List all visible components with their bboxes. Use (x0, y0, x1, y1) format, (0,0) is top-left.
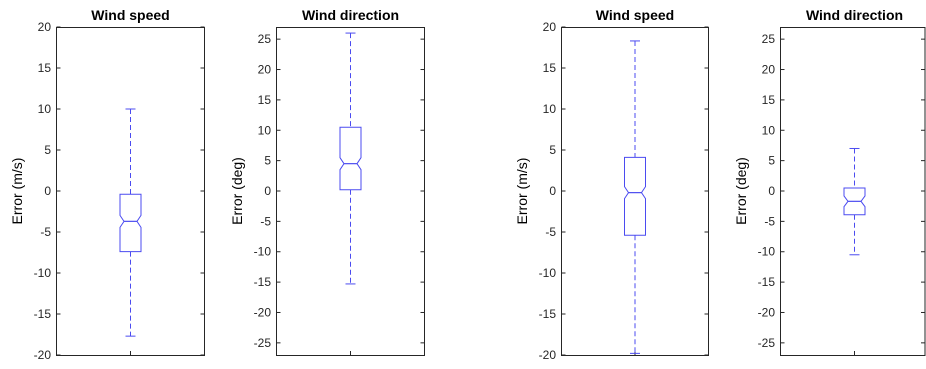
box-iqr (119, 193, 142, 253)
y-tick-label: 5 (549, 143, 556, 157)
box-iqr (624, 156, 646, 236)
chart-title: Wind direction (302, 7, 399, 23)
y-tick-label: -15 (758, 275, 776, 289)
y-tick-label: -15 (539, 307, 557, 321)
y-tick-label: 0 (549, 184, 556, 198)
y-tick-label: 20 (258, 63, 272, 77)
y-tick-label: 10 (258, 123, 272, 137)
y-axis-label: Error (deg) (229, 157, 245, 225)
y-tick-label: -10 (758, 245, 776, 259)
y-tick-label: -20 (758, 305, 776, 319)
box-iqr (843, 187, 866, 216)
chart-title: Wind speed (91, 7, 169, 23)
y-tick-label: 5 (768, 154, 775, 168)
y-tick-label: -20 (254, 305, 272, 319)
box-iqr (339, 126, 362, 191)
y-tick-label: -10 (539, 266, 557, 280)
y-tick-label: -20 (539, 348, 557, 362)
y-tick-label: -15 (254, 275, 272, 289)
y-tick-label: 0 (768, 184, 775, 198)
y-axis-label: Error (m/s) (514, 158, 530, 225)
y-tick-label: 0 (264, 184, 271, 198)
y-tick-label: -10 (254, 245, 272, 259)
y-tick-label: 15 (38, 61, 52, 75)
y-axis-label: Error (m/s) (9, 158, 25, 225)
y-tick-label: 25 (258, 32, 272, 46)
y-tick-label: 5 (44, 143, 51, 157)
y-tick-label: -25 (254, 336, 272, 350)
axes-frame (780, 27, 926, 356)
y-tick-label: -5 (764, 214, 775, 228)
y-tick-label: -15 (34, 307, 52, 321)
y-tick-label: -10 (34, 266, 52, 280)
y-tick-label: 0 (44, 184, 51, 198)
y-tick-label: 10 (543, 102, 557, 116)
y-tick-label: 10 (762, 123, 776, 137)
y-tick-label: 5 (264, 154, 271, 168)
chart-title: Wind speed (596, 7, 674, 23)
y-tick-label: 15 (762, 93, 776, 107)
y-tick-label: 15 (258, 93, 272, 107)
y-tick-label: 25 (762, 32, 776, 46)
chart-title: Wind direction (806, 7, 903, 23)
y-tick-label: -5 (260, 214, 271, 228)
y-tick-label: -25 (758, 336, 776, 350)
y-tick-label: -20 (34, 348, 52, 362)
y-tick-label: 20 (38, 20, 52, 34)
y-tick-label: 15 (543, 61, 557, 75)
y-tick-label: 20 (543, 20, 557, 34)
y-tick-label: -5 (545, 225, 556, 239)
y-tick-label: -5 (40, 225, 51, 239)
y-tick-label: 10 (38, 102, 52, 116)
y-axis-label: Error (deg) (733, 157, 749, 225)
y-tick-label: 20 (762, 63, 776, 77)
